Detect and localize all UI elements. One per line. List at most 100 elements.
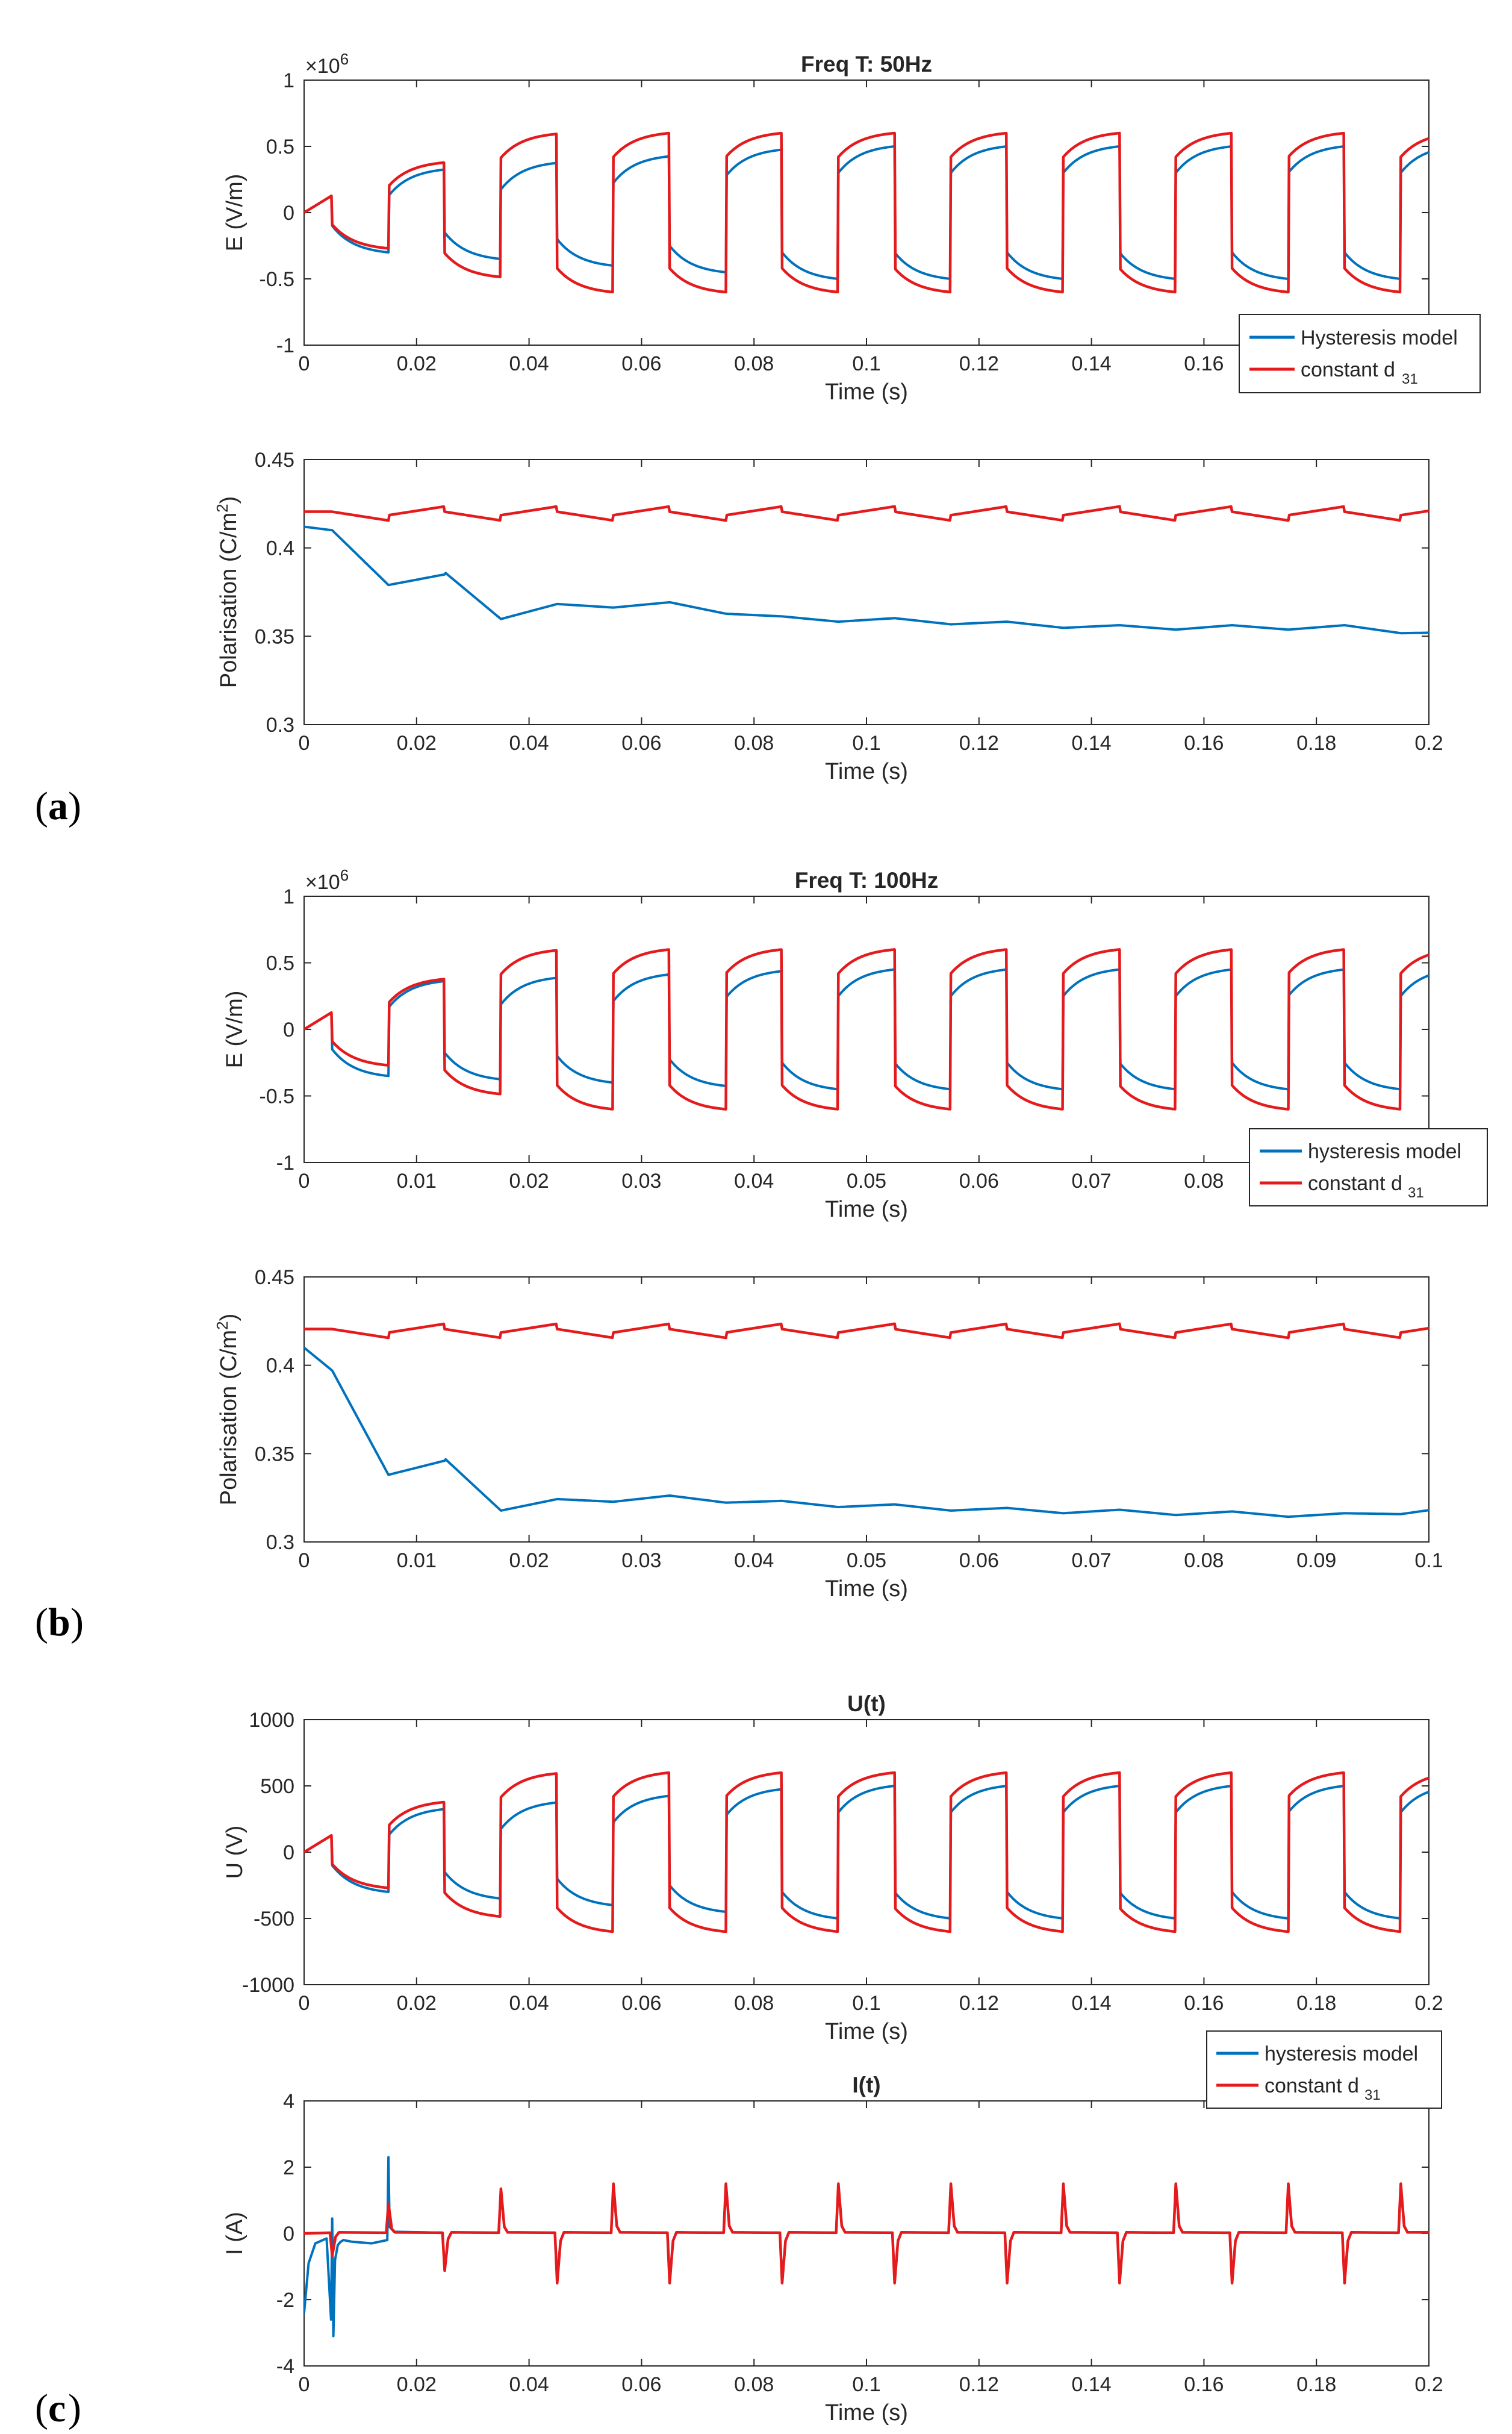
panel-label-a: ( a ) [35, 784, 81, 828]
y-tick-label: 0.4 [266, 1355, 294, 1378]
y-axis-label: U (V) [222, 1826, 247, 1879]
y-tick-label: -500 [254, 1908, 294, 1930]
x-tick-label: 0 [299, 1549, 310, 1572]
legend-a-constant-label: constant d [1301, 358, 1395, 381]
x-tick-label: 0.12 [959, 2373, 999, 2396]
x-tick-label: 0.14 [1072, 2373, 1112, 2396]
legend-c: hysteresis model constant d 31 [1206, 2030, 1442, 2109]
panel-label-c: ( c ) [35, 2386, 81, 2430]
svg-text:c: c [48, 2386, 66, 2430]
series-group [304, 1322, 1429, 1518]
x-tick-label: 0.08 [1184, 1549, 1224, 1572]
svg-text:): ) [68, 2386, 81, 2430]
y-tick-label: 1 [283, 885, 294, 908]
y-exponent-power: 6 [340, 866, 349, 884]
svg-text:(: ( [35, 784, 48, 828]
y-axis-label-end: ) [216, 496, 241, 504]
series-group [304, 2156, 1429, 2338]
x-tick-label: 0.16 [1184, 1992, 1224, 2015]
y-axis-label: Polarisation (C/m2) [213, 1314, 241, 1506]
y-axis-label: Polarisation (C/m2) [213, 496, 241, 688]
x-tick-label: 0.2 [1414, 2373, 1443, 2396]
chart-b-electric-field: 0 0.01 0.02 0.03 0.04 0.05 0.06 0.07 0.08 -1 -0.5 0… [222, 866, 1430, 1222]
legend-b: hysteresis model constant d 31 [1249, 1128, 1488, 1206]
x-tick-label: 0.1 [852, 732, 880, 755]
plot-area [303, 459, 1430, 725]
x-tick-label: 0.08 [734, 1992, 774, 2015]
legend-b-constant-subscript: 31 [1408, 1185, 1424, 1201]
svg-text:(: ( [35, 1600, 48, 1644]
series-constant-line [304, 131, 1429, 294]
chart-c-voltage: 0 0.02 0.04 0.06 0.08 0.1 0.12 0.14 0.16 0.18 0.2 -… [222, 1691, 1443, 2044]
x-tick-label: 0.12 [959, 352, 999, 375]
x-tick-label: 0.02 [509, 1549, 549, 1572]
chart-c-current: 0 0.02 0.04 0.06 0.08 0.1 0.12 0.14 0.16 0.18 0.2 -… [222, 2073, 1443, 2426]
x-tick-label: 0 [299, 2373, 310, 2396]
series-constant-line [304, 2182, 1429, 2285]
y-tick-label: 1 [283, 69, 294, 92]
y-tick-label: 0.3 [266, 1531, 294, 1554]
y-tick-label: 500 [260, 1775, 294, 1798]
x-tick-label: 0.06 [621, 352, 661, 375]
series-hysteresis-line [304, 1785, 1429, 1920]
x-tick-label: 0.06 [621, 732, 661, 755]
y-tick-label: 0 [283, 202, 294, 225]
x-tick-label: 0.04 [734, 1170, 774, 1193]
x-tick-label: 0.2 [1414, 1992, 1443, 2015]
x-tick-label: 0.16 [1184, 2373, 1224, 2396]
series-hysteresis-line [304, 1346, 1429, 1518]
legend-a-hysteresis-label: Hysteresis model [1301, 326, 1458, 349]
y-tick-label: 0.4 [266, 537, 294, 560]
y-tick-label: 4 [283, 2090, 294, 2113]
y-axis-label: E (V/m) [222, 174, 247, 252]
series-constant-line [304, 1322, 1429, 1340]
legend-a-constant-subscript: 31 [1402, 371, 1418, 387]
x-tick-label: 0.18 [1296, 2373, 1336, 2396]
x-tick-label: 0.05 [847, 1170, 886, 1193]
x-tick-label: 0.06 [621, 2373, 661, 2396]
y-tick-label: 0 [283, 1841, 294, 1864]
x-axis-label: Time (s) [825, 759, 908, 784]
y-tick-label: 0.5 [266, 136, 294, 158]
legend-c-constant-label: constant d [1265, 2074, 1359, 2097]
series-hysteresis-line [304, 525, 1429, 635]
chart-title: Freq T: 100Hz [795, 868, 939, 893]
plot-area [303, 1719, 1430, 1985]
x-tick-label: 0.16 [1184, 352, 1224, 375]
x-tick-label: 0.16 [1184, 732, 1224, 755]
y-tick-label: 0.45 [255, 449, 294, 472]
plot-area [303, 1276, 1430, 1543]
series-group [304, 948, 1429, 1111]
y-tick-label: 2 [283, 2156, 294, 2179]
y-tick-label: 0.35 [255, 1443, 294, 1465]
y-tick-label: -1 [276, 1152, 294, 1175]
plot-area [303, 80, 1430, 346]
legend-b-hysteresis-label: hysteresis model [1308, 1140, 1461, 1163]
x-tick-label: 0.04 [734, 1549, 774, 1572]
x-tick-label: 0 [299, 732, 310, 755]
svg-text:b: b [48, 1600, 70, 1644]
series-constant-line [304, 948, 1429, 1111]
series-constant-line [304, 1771, 1429, 1933]
y-axis-label-superscript: 2 [213, 504, 231, 512]
x-tick-label: 0 [299, 1170, 310, 1193]
x-tick-label: 0.04 [509, 2373, 549, 2396]
x-axis-label: Time (s) [825, 1576, 908, 1602]
series-group [304, 505, 1429, 635]
x-tick-label: 0.14 [1072, 1992, 1112, 2015]
y-tick-label: 0.35 [255, 625, 294, 648]
x-tick-label: 0.1 [1414, 1549, 1443, 1572]
legend-c-hysteresis-label: hysteresis model [1265, 2042, 1418, 2065]
x-axis-label: Time (s) [825, 1197, 908, 1222]
series-constant-line [304, 505, 1429, 522]
x-tick-label: 0.01 [397, 1549, 437, 1572]
y-tick-label: -0.5 [259, 268, 294, 291]
y-tick-label: -1 [276, 334, 294, 357]
x-tick-label: 0.02 [397, 1992, 437, 2015]
x-tick-label: 0.01 [397, 1170, 437, 1193]
y-tick-label: -4 [276, 2355, 294, 2378]
y-tick-label: 0 [283, 2223, 294, 2245]
chart-title: Freq T: 50Hz [801, 52, 932, 76]
series-hysteresis-line [304, 968, 1429, 1091]
